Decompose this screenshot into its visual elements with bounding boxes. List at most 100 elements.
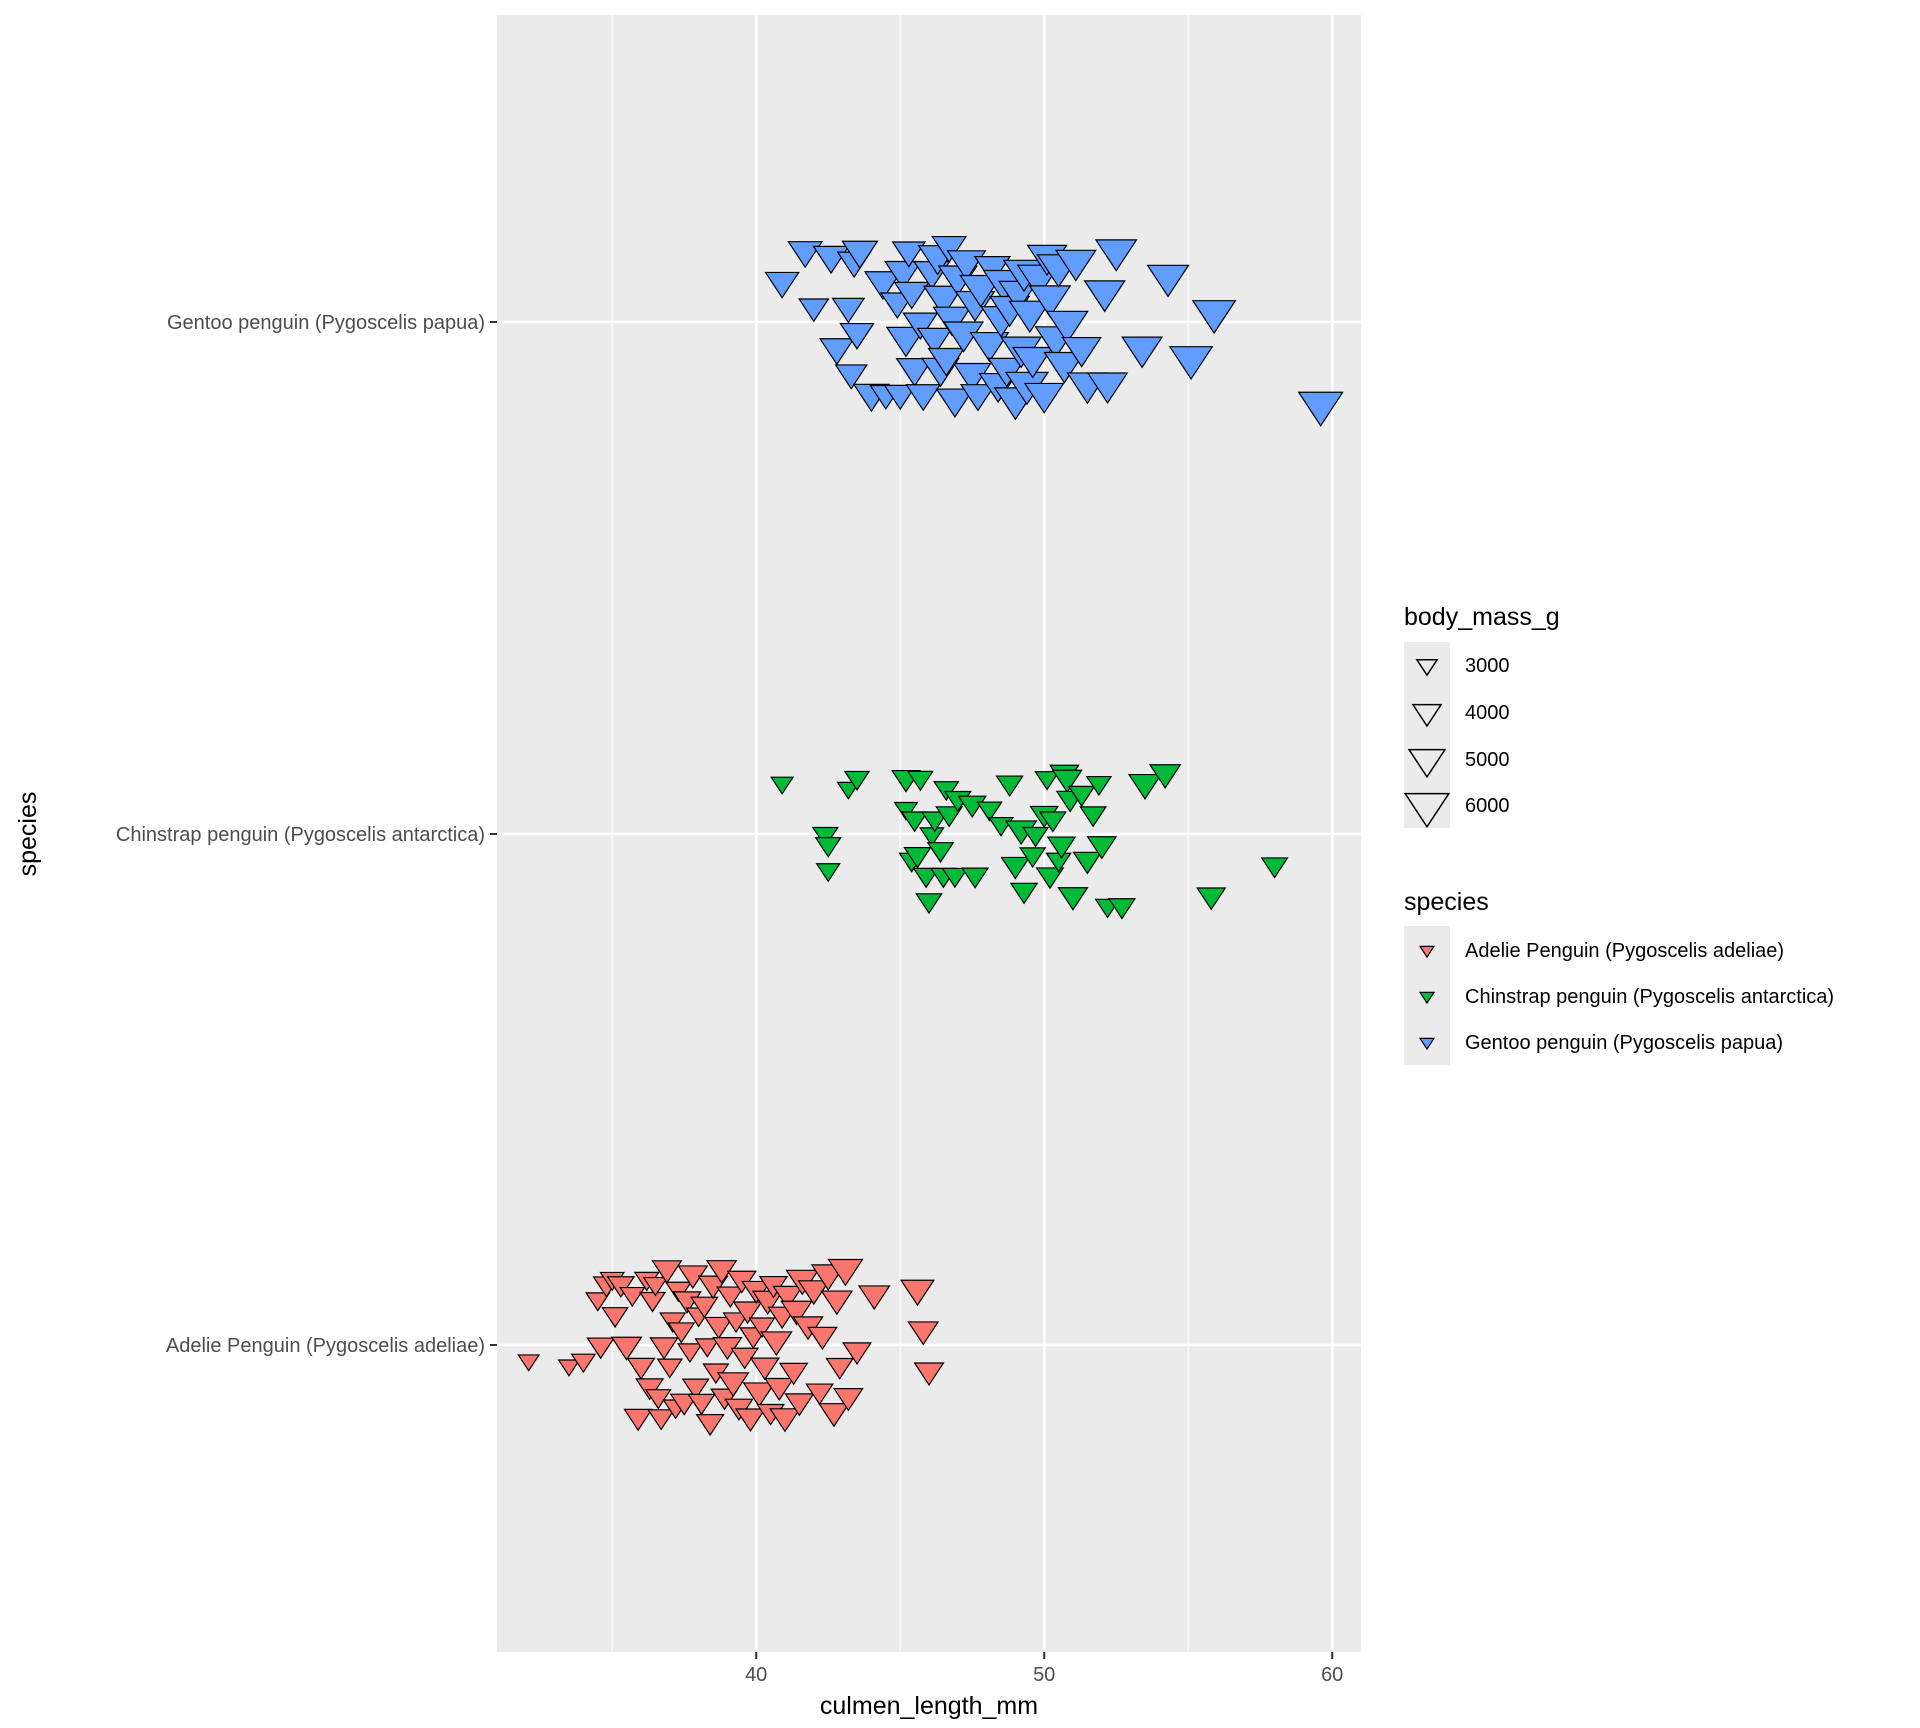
data-point <box>703 1316 734 1340</box>
data-point <box>649 1337 679 1360</box>
data-point <box>818 338 855 366</box>
data-point <box>893 281 930 310</box>
color-legend-label: Adelie Penguin (Pygoscelis adeliae) <box>1465 940 1784 962</box>
data-point <box>832 1388 864 1412</box>
y-tick-label: Adelie Penguin (Pygoscelis adeliae) <box>166 1335 485 1357</box>
data-point <box>811 826 839 848</box>
data-point <box>557 1359 581 1377</box>
data-point <box>695 1414 725 1437</box>
data-point <box>1260 857 1289 879</box>
data-point <box>935 388 975 419</box>
data-point <box>885 326 927 358</box>
data-point <box>976 801 1003 822</box>
data-point <box>1086 372 1129 405</box>
data-point <box>805 1383 834 1406</box>
data-point <box>883 384 917 411</box>
data-point <box>843 770 871 791</box>
data-point <box>1057 887 1089 911</box>
data-point <box>584 1292 611 1312</box>
data-point <box>586 1337 616 1360</box>
data-point <box>1054 249 1097 282</box>
data-point <box>1061 336 1102 368</box>
size-legend-key-background <box>1404 642 1450 828</box>
data-point <box>836 781 861 800</box>
data-point <box>839 322 875 350</box>
data-point <box>905 384 942 412</box>
data-point <box>734 1408 766 1433</box>
data-point <box>1086 836 1118 860</box>
data-point <box>656 1358 684 1379</box>
data-point <box>935 806 964 828</box>
color-legend-label: Chinstrap penguin (Pygoscelis antarctica… <box>1465 986 1834 1008</box>
size-legend-label: 3000 <box>1465 655 1510 677</box>
data-point <box>1045 310 1089 344</box>
data-point <box>957 795 987 819</box>
data-point <box>798 298 830 323</box>
data-point <box>784 1393 815 1417</box>
x-axis-title: culmen_length_mm <box>820 1692 1038 1720</box>
data-point <box>610 1336 643 1361</box>
data-point <box>787 241 824 269</box>
data-point <box>694 1338 721 1358</box>
data-point <box>749 1357 781 1381</box>
size-legend: 3000 4000 5000 6000 <box>1403 642 1510 829</box>
data-point <box>903 847 932 869</box>
size-legend-key <box>1403 792 1451 829</box>
data-point <box>638 1291 667 1313</box>
data-point <box>863 271 902 301</box>
data-point <box>1023 382 1065 414</box>
axes: 40 50 60 Adelie Penguin (Pygoscelis adeliae… <box>116 312 1343 1686</box>
size-legend-key <box>1415 658 1439 677</box>
data-point <box>681 1378 710 1400</box>
data-point <box>902 312 939 341</box>
size-legend-label: 5000 <box>1465 749 1510 771</box>
data-point <box>1021 826 1050 848</box>
data-points <box>517 235 1344 1437</box>
data-point <box>884 260 923 290</box>
data-point <box>932 306 972 337</box>
data-point <box>995 775 1024 798</box>
data-point <box>517 1354 541 1372</box>
data-point <box>722 1312 750 1334</box>
data-point <box>916 327 954 356</box>
color-legend-label: Gentoo penguin (Pygoscelis papua) <box>1465 1032 1783 1054</box>
size-legend-title: body_mass_g <box>1404 603 1560 631</box>
data-point <box>1094 239 1138 272</box>
data-point <box>818 1403 850 1428</box>
data-point <box>751 1290 784 1315</box>
data-point <box>1148 764 1182 789</box>
data-point <box>825 1357 855 1380</box>
data-point <box>906 770 934 792</box>
y-tick-label: Gentoo penguin (Pygoscelis papua) <box>167 312 485 334</box>
data-point <box>907 1321 940 1346</box>
data-point <box>1168 346 1214 381</box>
data-point <box>820 1290 854 1316</box>
data-point <box>689 1296 719 1319</box>
data-point <box>623 1408 653 1432</box>
legend: body_mass_g 3000 4000 5000 6000 species Ade… <box>1403 603 1834 1065</box>
data-point <box>732 1301 763 1325</box>
data-point <box>1107 898 1137 920</box>
data-point <box>969 331 1010 363</box>
data-point <box>764 1377 795 1401</box>
data-point <box>760 1331 793 1357</box>
data-point <box>857 1285 891 1311</box>
data-point <box>1196 887 1227 911</box>
size-legend-key <box>1411 703 1443 728</box>
data-point <box>642 1276 669 1297</box>
data-point <box>1146 264 1190 298</box>
size-legend-key <box>1407 748 1447 779</box>
data-point <box>842 1342 872 1366</box>
data-point <box>922 285 965 317</box>
data-point <box>772 1285 804 1310</box>
data-point <box>959 384 997 412</box>
data-point <box>893 801 919 821</box>
data-point <box>1046 836 1077 859</box>
data-point <box>895 358 934 387</box>
data-point <box>831 297 866 324</box>
data-point <box>815 863 841 883</box>
data-point <box>1121 336 1164 369</box>
data-point <box>676 1343 703 1364</box>
data-point <box>687 1393 716 1416</box>
